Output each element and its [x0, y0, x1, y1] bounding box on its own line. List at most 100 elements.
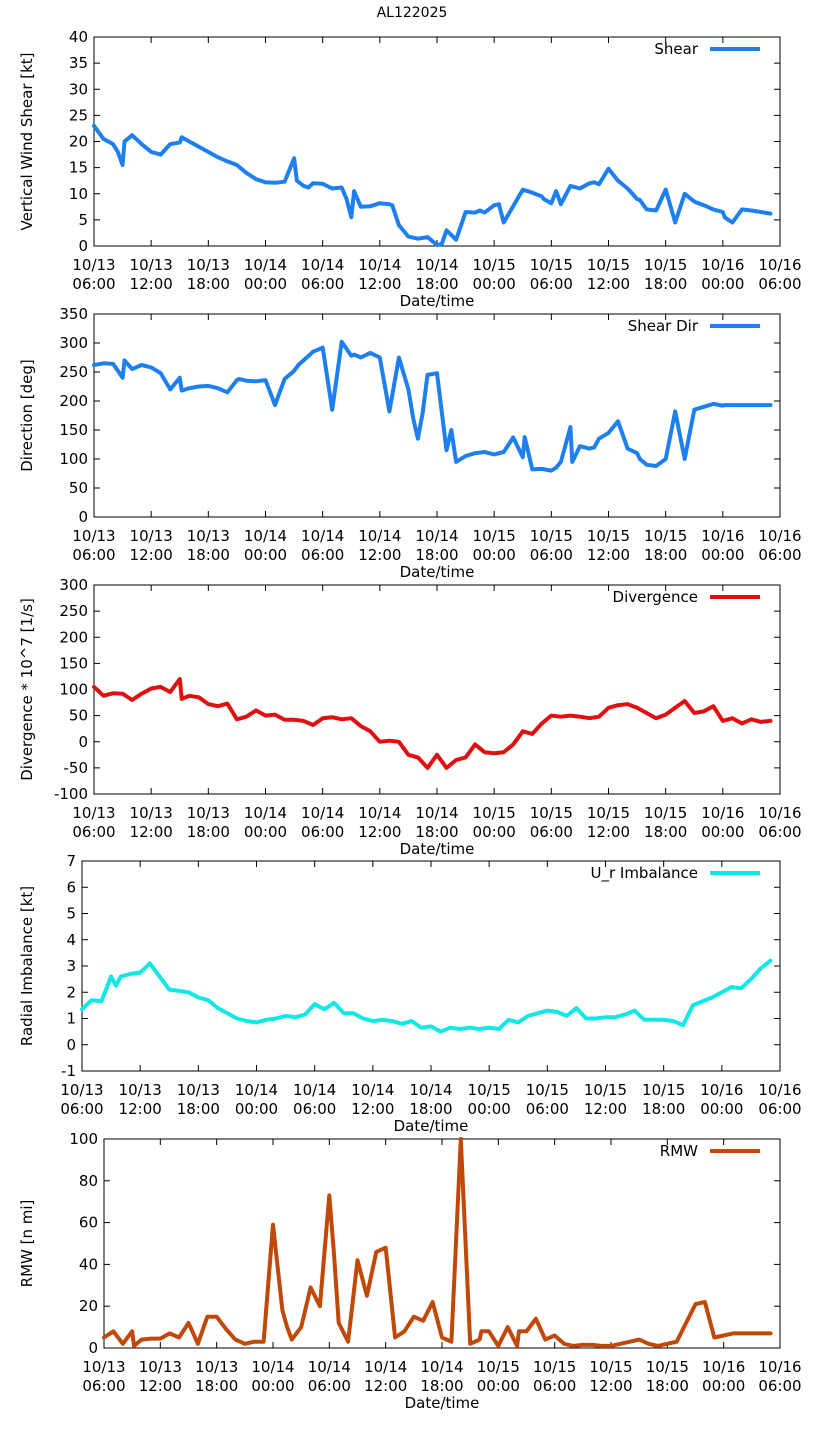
x-tick-label-time: 18:00: [177, 1100, 220, 1118]
chart-panel-1: 051015202530354010/1306:0010/1312:0010/1…: [18, 28, 802, 310]
x-tick-label-time: 18:00: [420, 1377, 463, 1395]
y-axis-label: Radial Imbalance [kt]: [18, 886, 36, 1046]
x-axis-label: Date/time: [400, 563, 475, 581]
y-tick-label: 0: [78, 733, 88, 751]
x-tick-label-time: 12:00: [584, 1100, 627, 1118]
x-axis-label: Date/time: [394, 1117, 469, 1135]
x-tick-label-time: 06:00: [758, 546, 801, 564]
x-tick-label-date: 10/14: [415, 256, 458, 274]
x-tick-label-time: 18:00: [642, 1100, 685, 1118]
x-tick-label-time: 00:00: [700, 1100, 743, 1118]
y-axis-label: Divergence * 10^7 [1/s]: [18, 598, 36, 781]
x-tick-label-time: 18:00: [415, 275, 458, 293]
series-line-shear: [92, 123, 773, 247]
x-tick-label-date: 10/16: [701, 804, 744, 822]
x-tick-label-time: 12:00: [364, 1377, 407, 1395]
legend-label: Shear Dir: [628, 317, 699, 335]
x-tick-label-time: 00:00: [701, 275, 744, 293]
x-tick-label-date: 10/14: [244, 527, 287, 545]
series-line-u-r-imbalance: [80, 958, 773, 1034]
x-tick-label-time: 00:00: [468, 1100, 511, 1118]
x-tick-label-date: 10/13: [130, 804, 173, 822]
y-tick-label: 15: [69, 159, 88, 177]
y-tick-label: 100: [59, 681, 88, 699]
x-tick-label-date: 10/15: [473, 527, 516, 545]
x-tick-label-date: 10/16: [701, 256, 744, 274]
x-tick-label-time: 00:00: [251, 1377, 294, 1395]
y-tick-label: 0: [78, 508, 88, 526]
chart-panel-5: 02040608010010/1306:0010/1312:0010/1318:…: [18, 1130, 802, 1412]
x-tick-label-time: 18:00: [187, 546, 230, 564]
x-tick-label-time: 12:00: [587, 275, 630, 293]
x-tick-label-date: 10/13: [82, 1358, 125, 1376]
series-line-shear-dir: [92, 339, 773, 473]
x-tick-label-date: 10/13: [177, 1081, 220, 1099]
x-tick-label-date: 10/13: [187, 256, 230, 274]
x-tick-label-date: 10/15: [530, 256, 573, 274]
x-tick-label-time: 06:00: [301, 275, 344, 293]
x-tick-label-time: 00:00: [477, 1377, 520, 1395]
y-tick-label: 200: [59, 628, 88, 646]
y-tick-label: 5: [78, 211, 88, 229]
x-tick-label-date: 10/14: [358, 256, 401, 274]
x-tick-label-time: 12:00: [587, 546, 630, 564]
x-tick-label-date: 10/16: [702, 1358, 745, 1376]
x-tick-label-time: 18:00: [415, 546, 458, 564]
y-tick-label: -50: [64, 759, 89, 777]
y-tick-label: 60: [79, 1214, 98, 1232]
x-tick-label-date: 10/13: [187, 527, 230, 545]
x-tick-label-time: 12:00: [358, 823, 401, 841]
legend-label: Shear: [654, 40, 698, 58]
x-tick-label-time: 18:00: [646, 1377, 689, 1395]
x-tick-label-time: 06:00: [533, 1377, 576, 1395]
x-tick-label-date: 10/15: [526, 1081, 569, 1099]
x-tick-label-time: 00:00: [473, 823, 516, 841]
x-tick-label-date: 10/16: [701, 527, 744, 545]
x-tick-label-time: 18:00: [644, 275, 687, 293]
x-tick-label-time: 18:00: [644, 823, 687, 841]
x-tick-label-time: 00:00: [235, 1100, 278, 1118]
x-axis-label: Date/time: [405, 1394, 480, 1412]
x-tick-label-date: 10/16: [758, 256, 801, 274]
x-tick-label-time: 06:00: [72, 546, 115, 564]
x-tick-label-date: 10/16: [758, 1081, 801, 1099]
x-tick-label-date: 10/14: [364, 1358, 407, 1376]
series-line-rmw: [102, 1137, 773, 1348]
x-tick-label-time: 06:00: [301, 546, 344, 564]
y-tick-label: 40: [69, 28, 88, 46]
x-tick-label-date: 10/14: [301, 527, 344, 545]
series-line-divergence: [92, 677, 773, 770]
y-tick-label: 150: [59, 654, 88, 672]
x-tick-label-date: 10/14: [409, 1081, 452, 1099]
x-tick-label-date: 10/14: [415, 527, 458, 545]
x-tick-label-time: 18:00: [195, 1377, 238, 1395]
x-tick-label-time: 12:00: [589, 1377, 632, 1395]
y-tick-label: 300: [59, 576, 88, 594]
x-tick-label-date: 10/14: [301, 256, 344, 274]
x-tick-label-date: 10/14: [351, 1081, 394, 1099]
y-tick-label: 30: [69, 80, 88, 98]
x-tick-label-time: 06:00: [530, 275, 573, 293]
x-tick-label-date: 10/15: [477, 1358, 520, 1376]
figure-title: AL122025: [377, 5, 448, 21]
x-tick-label-time: 00:00: [701, 823, 744, 841]
y-tick-label: 35: [69, 54, 88, 72]
y-tick-label: 300: [59, 334, 88, 352]
x-tick-label-time: 00:00: [244, 275, 287, 293]
y-axis-label: Vertical Wind Shear [kt]: [18, 52, 36, 230]
x-tick-label-time: 12:00: [130, 546, 173, 564]
x-tick-label-time: 06:00: [758, 1377, 801, 1395]
x-tick-label-date: 10/14: [244, 804, 287, 822]
y-tick-label: 50: [69, 707, 88, 725]
x-tick-label-date: 10/14: [235, 1081, 278, 1099]
plot-frame: [81, 860, 781, 1072]
x-tick-label-date: 10/14: [308, 1358, 351, 1376]
y-tick-label: 10: [69, 185, 88, 203]
x-tick-label-time: 06:00: [758, 1100, 801, 1118]
x-tick-label-date: 10/15: [530, 527, 573, 545]
x-tick-label-time: 12:00: [130, 823, 173, 841]
x-tick-label-date: 10/13: [130, 527, 173, 545]
y-tick-label: 250: [59, 363, 88, 381]
x-tick-label-time: 12:00: [119, 1100, 162, 1118]
x-tick-label-date: 10/15: [646, 1358, 689, 1376]
